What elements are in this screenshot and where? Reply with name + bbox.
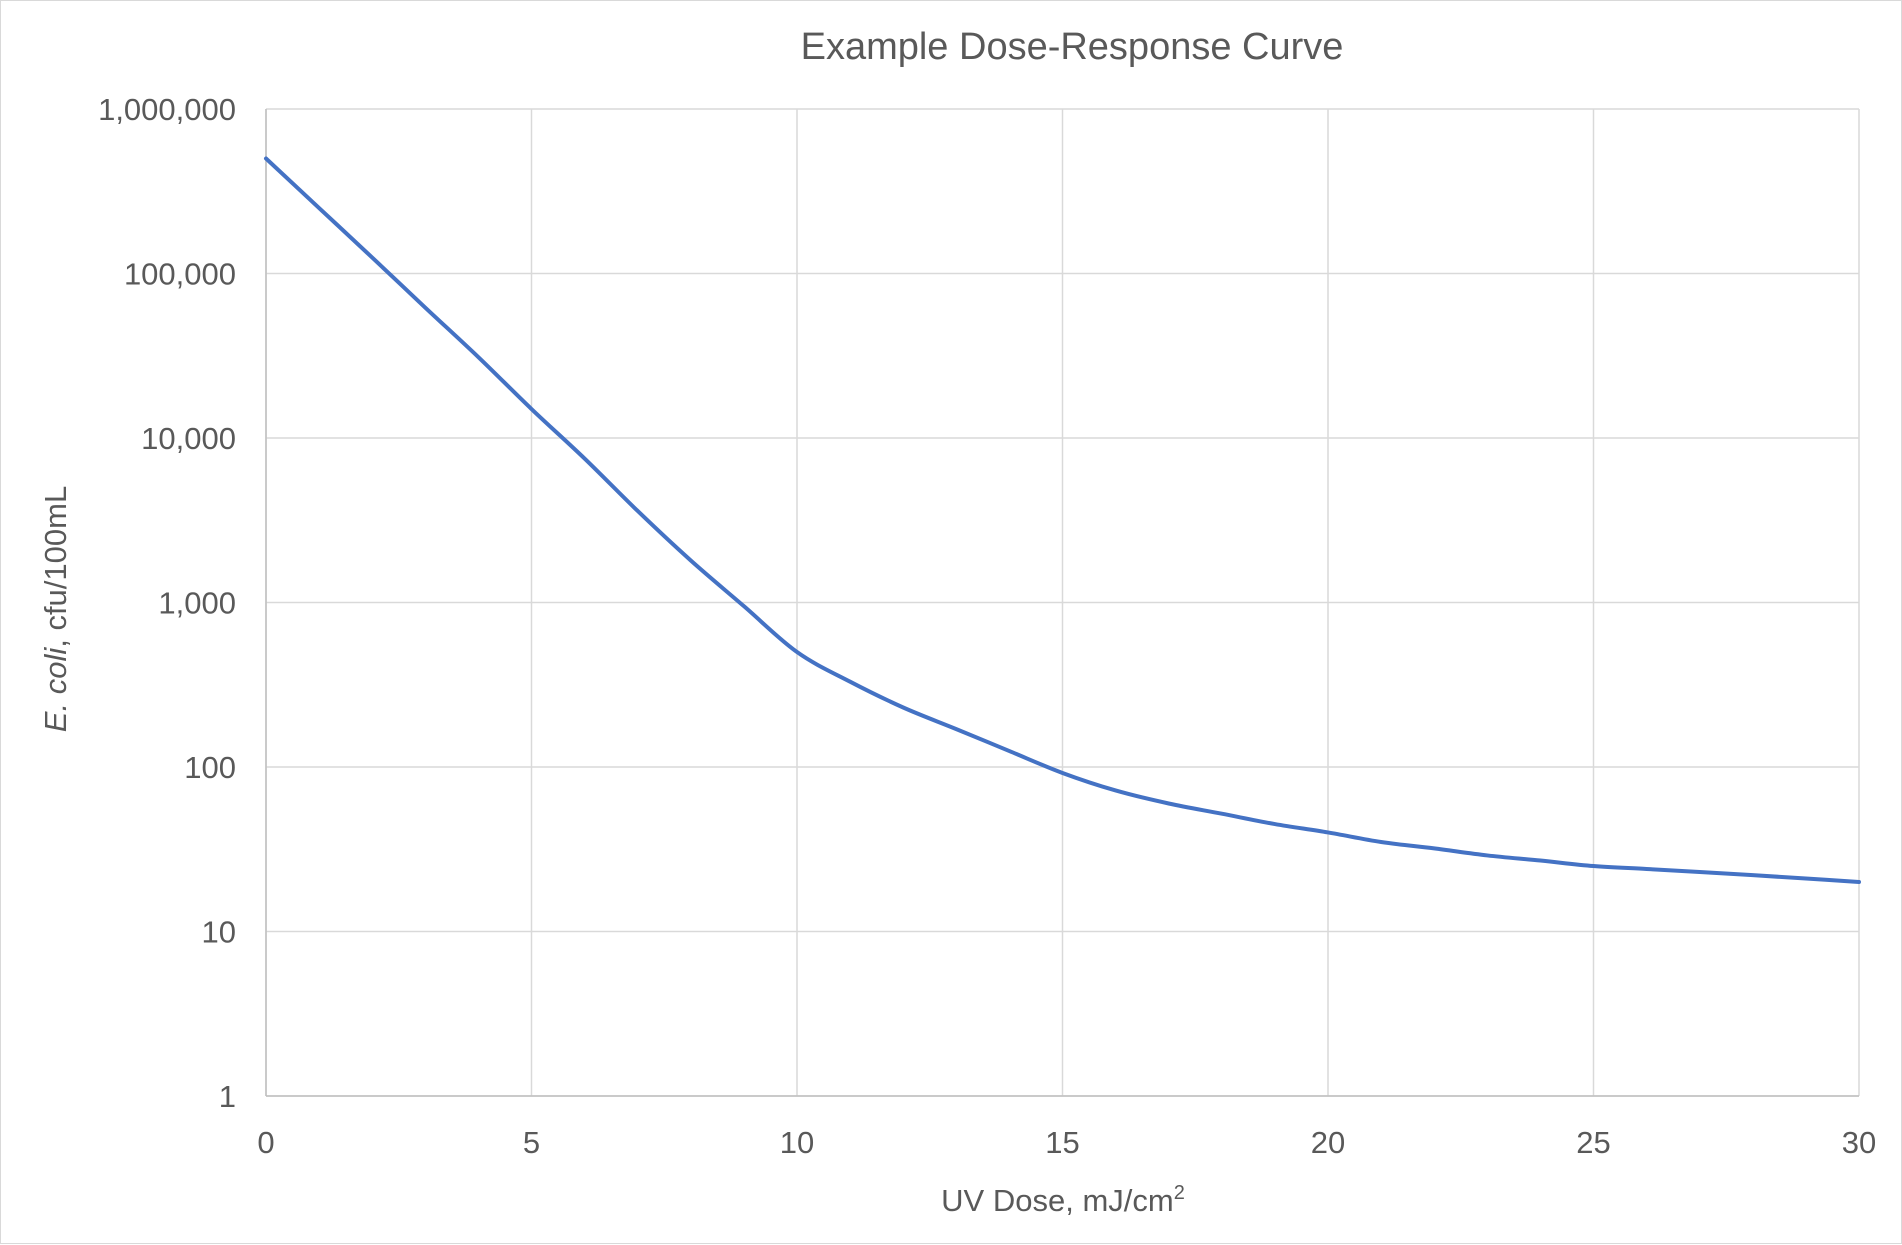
y-tick-label: 1 [219, 1079, 236, 1114]
tick-labels: 1 10 100 1,000 10,000 100,000 1,000,000 0 5 10 15 2… [98, 92, 1876, 1160]
x-tick-label: 10 [780, 1125, 814, 1160]
x-tick-label: 25 [1576, 1125, 1610, 1160]
y-tick-label: 1,000 [158, 586, 236, 621]
series-layer [264, 156, 1861, 884]
x-tick-label: 0 [257, 1125, 274, 1160]
y-tick-label: 10,000 [141, 421, 236, 456]
x-tick-label: 20 [1311, 1125, 1345, 1160]
y-tick-label: 1,000,000 [98, 92, 236, 127]
grid [265, 108, 1860, 1097]
x-tick-label: 5 [523, 1125, 540, 1160]
axes [265, 109, 1859, 1097]
y-tick-label: 100,000 [124, 257, 236, 292]
x-axis-title-superscript: 2 [1174, 1182, 1185, 1204]
y-tick-label: 10 [202, 915, 236, 950]
x-tick-label: 30 [1842, 1125, 1876, 1160]
y-axis-title: E. coli, cfu/100mL [38, 486, 73, 732]
x-tick-label: 15 [1045, 1125, 1079, 1160]
y-tick-label: 100 [184, 750, 236, 785]
series-line [264, 156, 1861, 884]
x-axis-title-text: UV Dose, mJ/cm [941, 1183, 1174, 1218]
chart-title: Example Dose-Response Curve [801, 26, 1344, 68]
x-axis-title: UV Dose, mJ/cm2 [941, 1182, 1185, 1218]
y-axis-title-italic: E. coli [38, 647, 73, 733]
y-axis-title-rest: , cfu/100mL [38, 486, 73, 648]
